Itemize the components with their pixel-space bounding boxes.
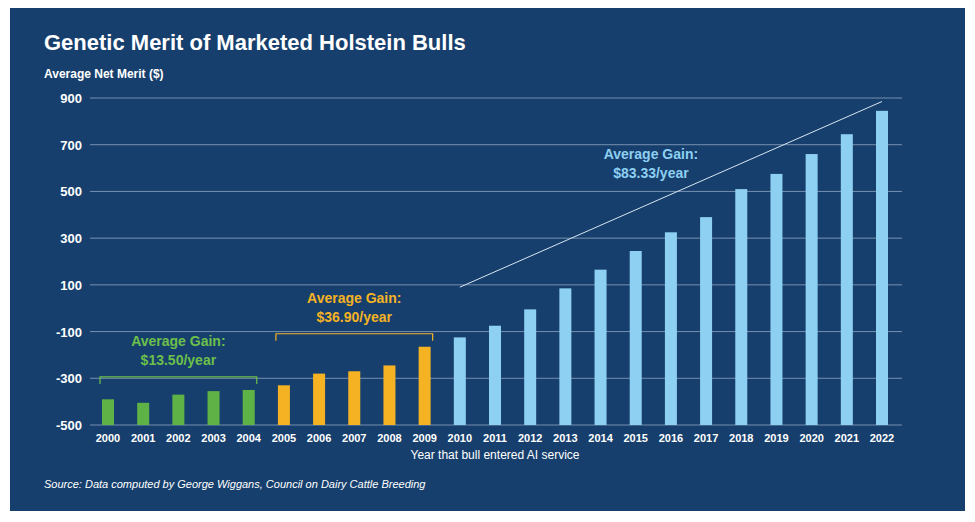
x-tick-label: 2016 xyxy=(659,432,683,444)
y-tick-label: -100 xyxy=(56,325,82,340)
bar xyxy=(876,111,888,425)
source: Source: Data computed by George Wiggans,… xyxy=(44,478,426,490)
bar xyxy=(524,309,536,425)
x-tick-label: 2000 xyxy=(96,432,120,444)
x-tick-label: 2020 xyxy=(799,432,823,444)
x-tick-label: 2006 xyxy=(307,432,331,444)
x-tick-label: 2019 xyxy=(764,432,788,444)
x-tick-label: 2005 xyxy=(272,432,296,444)
x-tick-label: 2009 xyxy=(412,432,436,444)
x-axis-label: Year that bull entered AI service xyxy=(411,448,580,462)
bar xyxy=(770,174,782,425)
bar xyxy=(208,391,220,425)
y-tick-label: 300 xyxy=(60,231,82,246)
bar xyxy=(841,134,853,425)
bar xyxy=(665,232,677,425)
grid-line xyxy=(90,98,902,99)
x-tick-label: 2003 xyxy=(201,432,225,444)
trend-line xyxy=(460,102,882,288)
y-tick-label: 500 xyxy=(60,184,82,199)
bar xyxy=(630,251,642,425)
x-tick-label: 2013 xyxy=(553,432,577,444)
y-tick-label: 700 xyxy=(60,138,82,153)
title: Genetic Merit of Marketed Holstein Bulls xyxy=(44,30,466,55)
x-tick-label: 2012 xyxy=(518,432,542,444)
y-tick-label: 900 xyxy=(60,91,82,106)
annotation-text: Average Gain: xyxy=(307,290,401,306)
bar xyxy=(313,374,325,425)
grid-line xyxy=(90,144,902,145)
bar xyxy=(489,326,501,425)
annotation-text: $83.33/year xyxy=(613,165,689,181)
panel xyxy=(10,8,965,511)
bar xyxy=(700,217,712,425)
x-tick-label: 2007 xyxy=(342,432,366,444)
x-tick-label: 2014 xyxy=(588,432,613,444)
bracket xyxy=(276,334,433,341)
x-tick-label: 2017 xyxy=(694,432,718,444)
bar xyxy=(243,390,255,425)
bar xyxy=(559,288,571,425)
bar xyxy=(595,270,607,425)
x-tick-label: 2004 xyxy=(236,432,261,444)
annotation-text: Average Gain: xyxy=(604,146,698,162)
annotation-text: Average Gain: xyxy=(131,333,225,349)
x-tick-label: 2022 xyxy=(870,432,894,444)
x-tick-label: 2008 xyxy=(377,432,401,444)
bar xyxy=(454,337,466,425)
y-axis-label: Average Net Merit ($) xyxy=(44,67,164,81)
chart: Genetic Merit of Marketed Holstein Bulls… xyxy=(0,0,975,522)
annotation-text: $13.50/year xyxy=(141,352,217,368)
x-tick-label: 2021 xyxy=(835,432,859,444)
bar xyxy=(102,399,114,425)
bar xyxy=(806,154,818,425)
x-tick-label: 2018 xyxy=(729,432,753,444)
bar xyxy=(137,403,149,425)
x-tick-label: 2011 xyxy=(483,432,507,444)
bars xyxy=(102,111,888,425)
bar xyxy=(419,347,431,425)
x-tick-label: 2002 xyxy=(166,432,190,444)
y-tick-label: -500 xyxy=(56,418,82,433)
x-tick-label: 2010 xyxy=(448,432,472,444)
y-tick-label: 100 xyxy=(60,278,82,293)
x-tick-label: 2001 xyxy=(131,432,155,444)
bracket xyxy=(100,377,257,384)
bar xyxy=(172,395,184,425)
bar xyxy=(348,371,360,425)
x-tick-label: 2015 xyxy=(623,432,647,444)
bar xyxy=(735,189,747,425)
annotation-text: $36.90/year xyxy=(317,309,393,325)
bar xyxy=(383,365,395,425)
bar xyxy=(278,385,290,425)
y-tick-label: -300 xyxy=(56,371,82,386)
